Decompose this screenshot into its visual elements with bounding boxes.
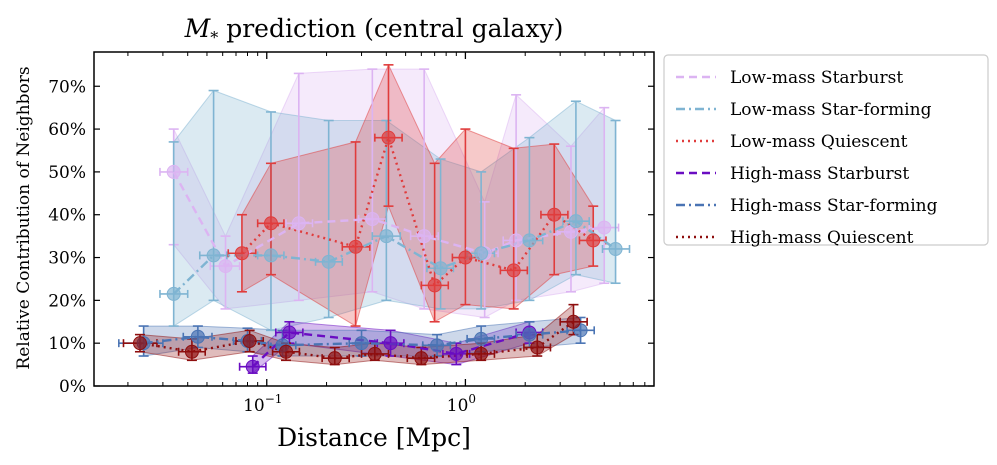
point-high-mass-quiescent-9 <box>566 314 581 329</box>
point-low-mass-quiescent-3 <box>381 130 396 145</box>
point-high-mass-quiescent-7 <box>474 346 489 361</box>
point-low-mass-star-forming-6 <box>474 246 489 261</box>
point-low-mass-starburst-0 <box>166 164 181 179</box>
point-high-mass-quiescent-1 <box>184 344 199 359</box>
legend-label: Low-mass Star-forming <box>730 100 932 120</box>
point-high-mass-quiescent-2 <box>242 334 257 349</box>
point-low-mass-quiescent-1 <box>263 216 278 231</box>
point-low-mass-starburst-2 <box>291 216 306 231</box>
y-tick-label-5: 50% <box>48 163 86 183</box>
point-low-mass-star-forming-8 <box>568 214 583 229</box>
point-low-mass-starburst-8 <box>597 220 612 235</box>
errorbar-low-mass-star-forming-8 <box>562 100 591 276</box>
point-low-mass-quiescent-5 <box>458 250 473 265</box>
legend-item-low-mass-quiescent: Low-mass Quiescent <box>676 132 908 152</box>
point-low-mass-starburst-1 <box>218 259 233 274</box>
point-low-mass-star-forming-4 <box>379 229 394 244</box>
point-high-mass-quiescent-3 <box>279 344 294 359</box>
plot-area <box>118 63 631 375</box>
point-low-mass-starburst-6 <box>509 233 524 248</box>
point-low-mass-starburst-3 <box>365 212 380 226</box>
y-tick-label-6: 60% <box>48 120 86 140</box>
point-low-mass-star-forming-0 <box>166 286 181 301</box>
x-axis-label: Distance [Mpc] <box>277 423 471 452</box>
series-markers <box>132 130 623 374</box>
chart-title: M* prediction (central galaxy) <box>184 14 564 47</box>
legend-item-low-mass-starburst: Low-mass Starburst <box>676 68 903 88</box>
legend-frame <box>663 54 989 246</box>
x-tick-label-1: 100 <box>447 392 476 416</box>
point-high-mass-starburst-2 <box>383 336 398 351</box>
errorbar-low-mass-star-forming-4 <box>371 119 402 302</box>
legend-label: High-mass Star-forming <box>730 196 938 216</box>
plot-frame <box>93 51 655 387</box>
point-high-mass-star-forming-7 <box>522 327 537 342</box>
legend: Low-mass Starburst Low-mass Star-forming L… <box>663 54 989 248</box>
x-tick-label-0: 10−1 <box>243 392 282 416</box>
point-high-mass-starburst-1 <box>282 325 297 340</box>
point-high-mass-quiescent-5 <box>367 346 382 361</box>
point-low-mass-star-forming-2 <box>263 248 278 263</box>
point-high-mass-star-forming-6 <box>474 331 489 346</box>
point-low-mass-quiescent-2 <box>348 239 363 254</box>
point-high-mass-star-forming-1 <box>190 329 205 344</box>
legend-label: High-mass Quiescent <box>730 228 914 248</box>
point-low-mass-star-forming-9 <box>608 241 623 256</box>
y-tick-label-3: 30% <box>48 249 86 269</box>
point-low-mass-quiescent-0 <box>234 246 249 261</box>
y-tick-label-0: 0% <box>59 377 86 397</box>
point-high-mass-quiescent-6 <box>414 351 429 366</box>
errorbar-low-mass-starburst-2 <box>285 72 314 302</box>
point-high-mass-quiescent-0 <box>132 336 147 351</box>
y-axis-label: Relative Contribution of Neighbors <box>14 66 34 369</box>
legend-item-high-mass-starburst: High-mass Starburst <box>676 164 909 184</box>
point-low-mass-star-forming-1 <box>206 248 221 263</box>
line-high-mass-quiescent <box>139 320 575 360</box>
y-tick-label-7: 70% <box>48 77 86 97</box>
axis-ticks: 0% 10% 20% 30% 40% 50% 60% 70% 10−1 100 <box>48 52 654 416</box>
y-tick-label-2: 20% <box>48 291 86 311</box>
errorbar-low-mass-starburst-4 <box>409 68 440 310</box>
legend-item-low-mass-star-forming: Low-mass Star-forming <box>676 100 932 120</box>
point-low-mass-star-forming-3 <box>321 254 336 269</box>
point-high-mass-star-forming-5 <box>430 338 445 353</box>
y-tick-label-4: 40% <box>48 206 86 226</box>
point-high-mass-starburst-0 <box>245 359 260 374</box>
point-low-mass-starburst-4 <box>417 229 432 244</box>
point-low-mass-quiescent-7 <box>547 207 562 222</box>
line-low-mass-starburst <box>172 171 605 268</box>
errorbar-low-mass-star-forming-1 <box>198 89 228 302</box>
errorbar-low-mass-star-forming-3 <box>314 119 344 319</box>
y-tick-label-1: 10% <box>48 334 86 354</box>
point-high-mass-quiescent-8 <box>530 340 545 355</box>
point-low-mass-quiescent-4 <box>427 278 442 293</box>
point-low-mass-quiescent-8 <box>586 233 601 248</box>
legend-label: High-mass Starburst <box>730 164 909 184</box>
line-high-mass-star-forming <box>143 329 581 347</box>
point-low-mass-star-forming-5 <box>433 261 448 276</box>
legend-label: Low-mass Starburst <box>730 68 903 88</box>
legend-item-high-mass-quiescent: High-mass Quiescent <box>676 228 914 248</box>
point-high-mass-starburst-3 <box>449 346 464 361</box>
legend-item-high-mass-star-forming: High-mass Star-forming <box>676 196 938 216</box>
point-low-mass-star-forming-7 <box>522 233 537 248</box>
point-low-mass-quiescent-6 <box>506 263 521 278</box>
point-high-mass-star-forming-4 <box>354 336 369 351</box>
line-low-mass-quiescent <box>241 133 594 288</box>
point-high-mass-quiescent-4 <box>327 351 342 366</box>
legend-label: Low-mass Quiescent <box>730 132 908 152</box>
